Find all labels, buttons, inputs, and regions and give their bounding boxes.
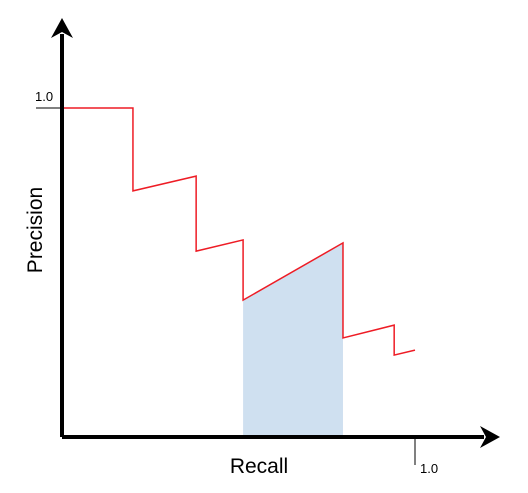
x-tick-label: 1.0	[420, 461, 438, 476]
precision-recall-line	[62, 107, 416, 357]
y-tick-label: 1.0	[35, 89, 53, 104]
x-axis-label: Recall	[230, 455, 288, 478]
plot	[62, 107, 416, 437]
x-arrow	[480, 426, 500, 448]
shaded-area	[243, 242, 343, 437]
y-axis-label: Precision	[24, 187, 47, 273]
y-arrow	[51, 18, 73, 38]
